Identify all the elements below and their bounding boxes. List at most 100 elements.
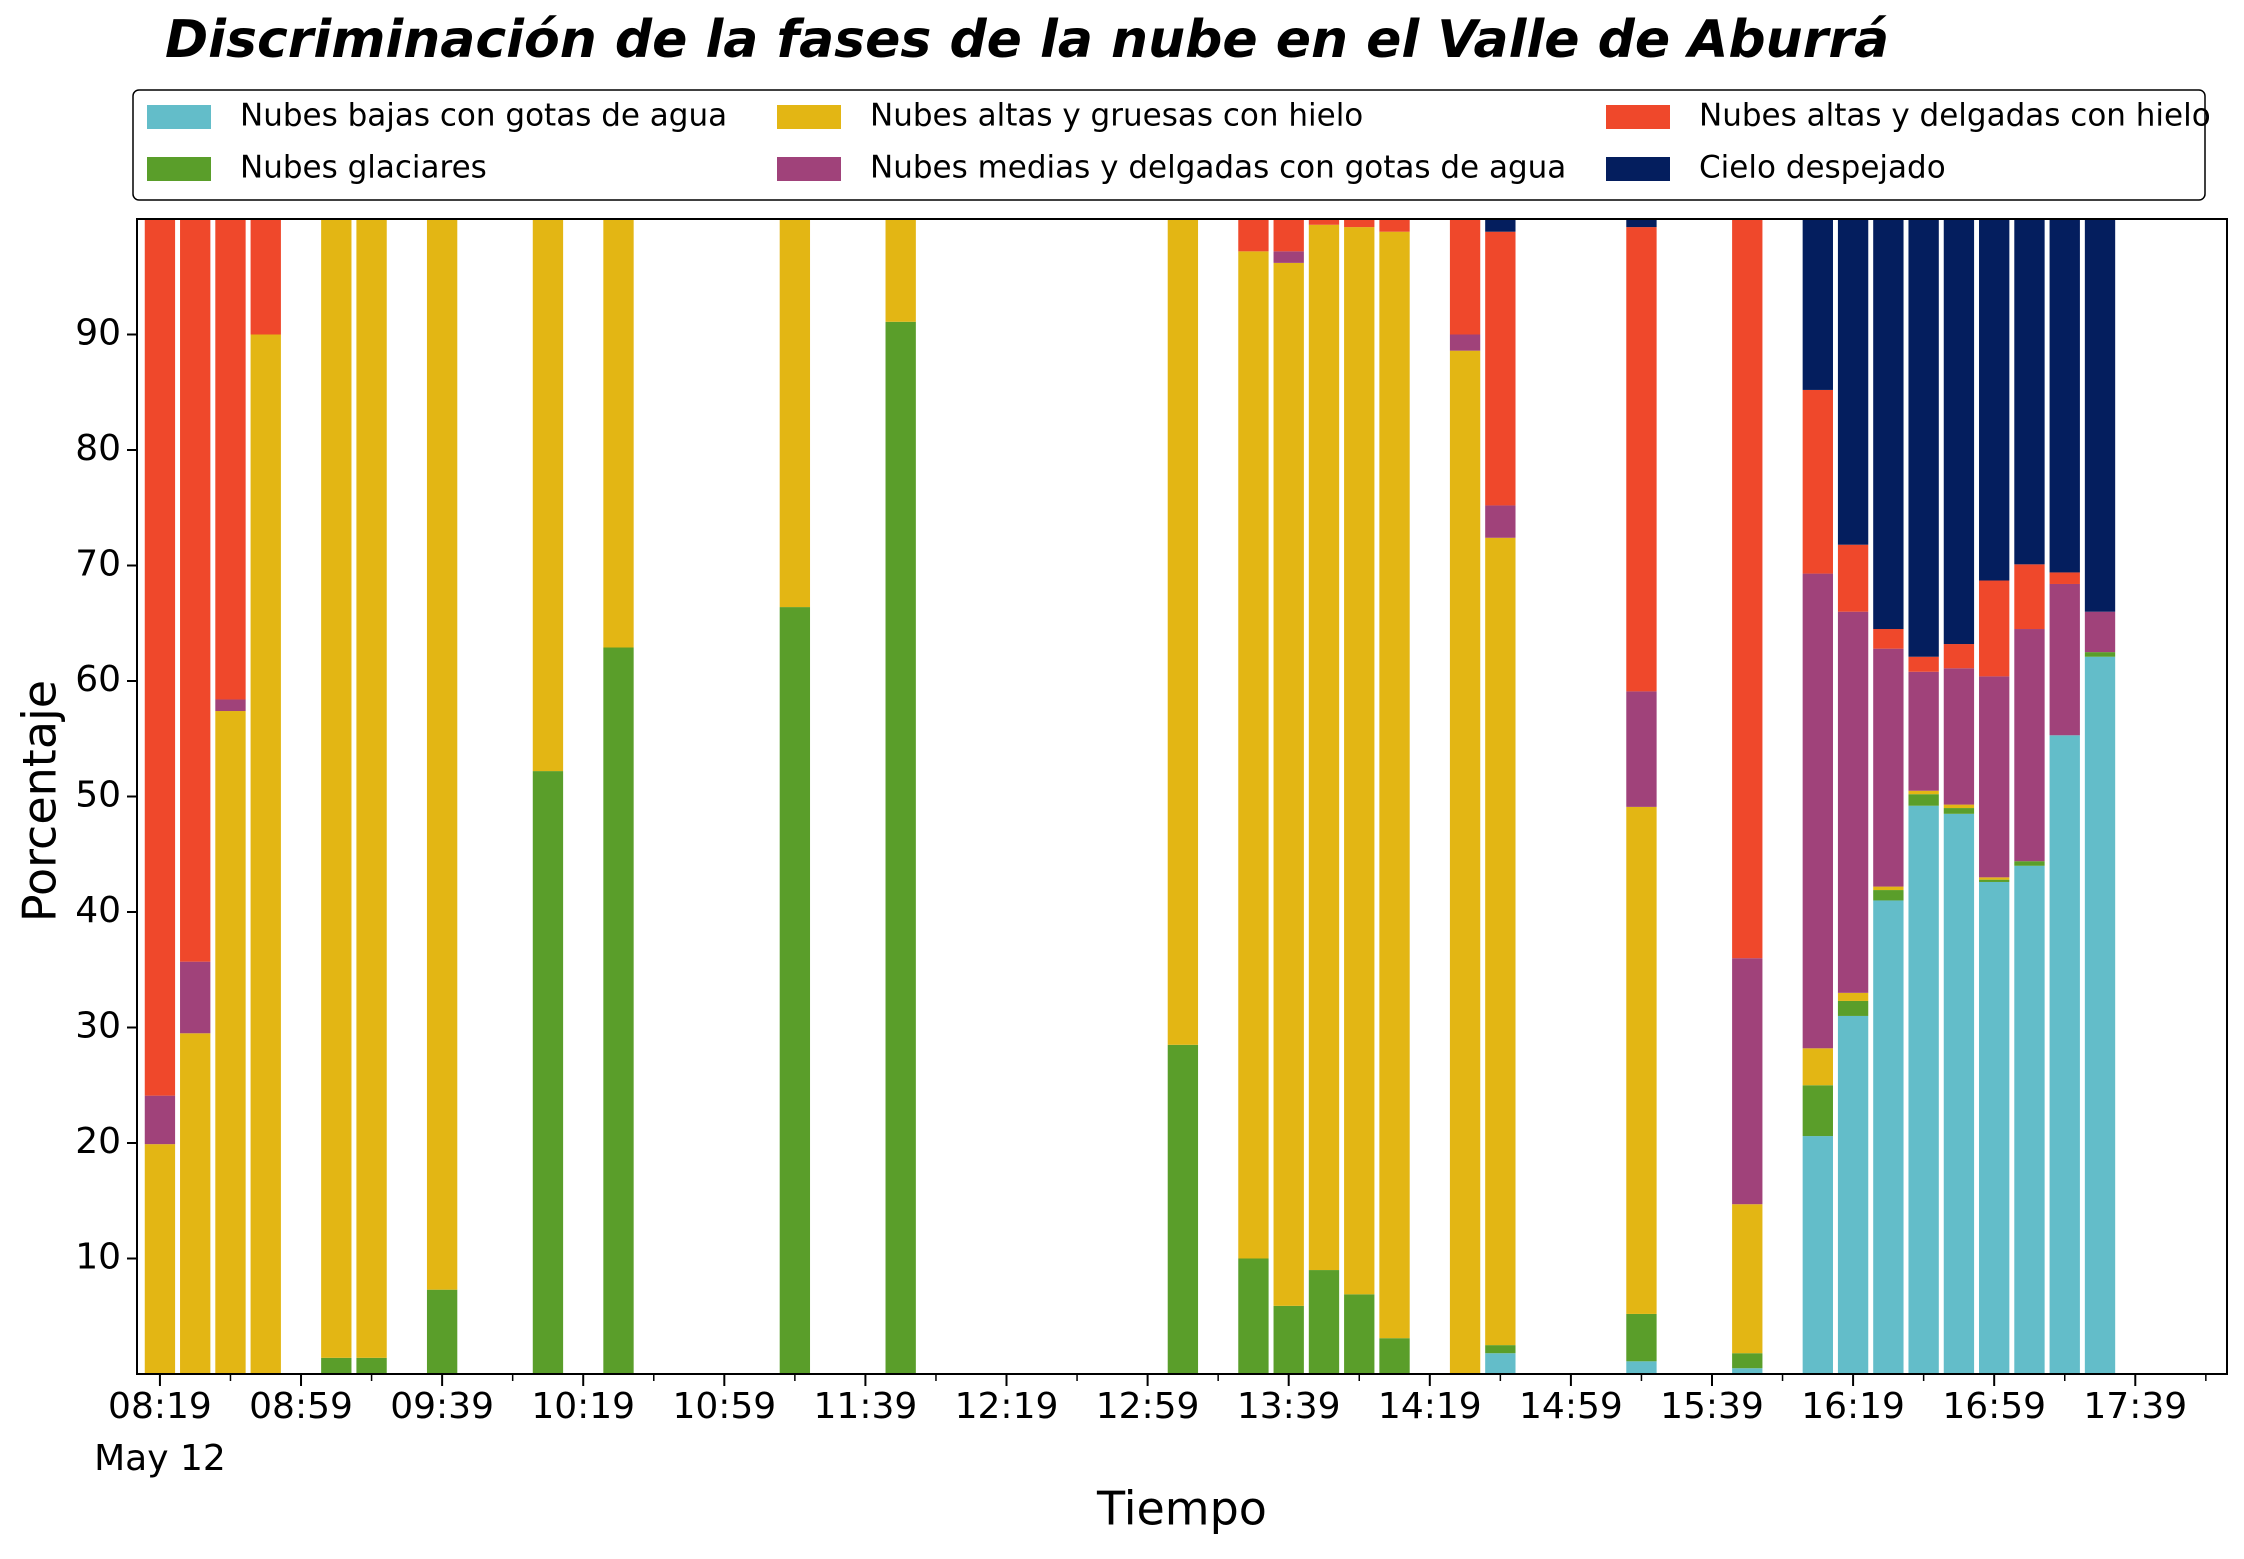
chart-title: Discriminación de la fases de la nube en…	[165, 10, 1889, 70]
bar-segment	[2084, 611, 2116, 653]
bar-segment	[1943, 668, 1975, 805]
bar-segment	[1485, 231, 1516, 506]
bar-segment	[321, 219, 352, 1358]
bar-segment	[1273, 262, 1304, 1306]
y-tick-label: 30	[75, 1006, 121, 1047]
bar-segment	[1485, 219, 1516, 232]
legend-swatch	[1606, 105, 1670, 129]
bar-segment	[1167, 219, 1199, 1045]
bar-segment	[1908, 805, 1939, 1374]
legend-label: Nubes medias y delgadas con gotas de agu…	[870, 150, 1566, 186]
bar-segment	[1238, 251, 1269, 1259]
bar-segment	[885, 219, 916, 322]
bar-segment	[144, 219, 176, 1096]
bar-segment	[1485, 537, 1516, 1346]
date-label: May 12	[94, 1438, 226, 1479]
legend-frame	[132, 89, 2206, 201]
legend-label: Nubes altas y delgadas con hielo	[1699, 98, 2211, 134]
bar-segment	[1837, 611, 1869, 993]
x-tick-label: 16:59	[1942, 1386, 2046, 1427]
bar-segment	[1979, 676, 2010, 878]
y-tick-label: 90	[75, 313, 121, 354]
x-tick-label: 17:39	[2083, 1386, 2187, 1427]
bar-segment	[1943, 644, 1975, 669]
bar-segment	[2014, 861, 2045, 866]
y-tick-label: 70	[75, 544, 121, 585]
bar-segment	[1485, 1345, 1516, 1354]
bar-segment	[1908, 790, 1939, 795]
x-tick-label: 13:39	[1237, 1386, 1341, 1427]
bar-segment	[1344, 219, 1375, 228]
bar-segment	[1626, 1361, 1657, 1374]
bar-segment	[1802, 1085, 1833, 1137]
bar-segment	[1802, 1048, 1833, 1086]
bar-segment	[1449, 350, 1481, 1374]
bar-segment	[1837, 1015, 1869, 1374]
bar-segment	[1732, 1368, 1763, 1374]
bar-segment	[1802, 389, 1833, 574]
bar-segment	[1979, 879, 2010, 882]
bar-segment	[1873, 648, 1904, 887]
bar-segment	[1732, 958, 1763, 1205]
bar-segment	[356, 1357, 387, 1374]
bar-segment	[1943, 219, 1975, 645]
bar-segment	[1943, 813, 1975, 1374]
bar-segment	[144, 1144, 176, 1374]
y-tick-label: 80	[75, 428, 121, 469]
bar-segment	[532, 771, 564, 1374]
legend-label: Nubes bajas con gotas de agua	[240, 98, 727, 134]
bar-segment	[1485, 505, 1516, 538]
y-tick-label: 10	[75, 1237, 121, 1278]
y-tick-label: 60	[75, 659, 121, 700]
bar-segment	[1802, 1136, 1833, 1374]
bar-segment	[180, 1033, 211, 1374]
bar-segment	[1238, 219, 1269, 252]
x-tick-label: 08:19	[108, 1386, 212, 1427]
bar-segment	[1626, 227, 1657, 692]
bar-segment	[1449, 334, 1481, 351]
bar-segment	[2049, 219, 2080, 573]
bar-segment	[1908, 219, 1939, 657]
bar-segment	[1379, 231, 1410, 1339]
bar-segment	[2049, 583, 2080, 736]
bar-segment	[1837, 219, 1869, 545]
x-tick-label: 12:59	[1096, 1386, 1200, 1427]
bar-segment	[1837, 992, 1869, 1001]
x-tick-label: 11:39	[814, 1386, 918, 1427]
bar-segment	[885, 321, 916, 1374]
legend-label: Nubes glaciares	[240, 150, 487, 186]
bar-segment	[2014, 629, 2045, 862]
y-tick-label: 50	[75, 775, 121, 816]
bar-segment	[426, 219, 458, 1290]
bar-segment	[180, 961, 211, 1034]
bar-segment	[215, 219, 246, 700]
bar-segment	[1485, 1353, 1516, 1374]
bar-segment	[1943, 808, 1975, 814]
bar-segment	[2084, 219, 2116, 612]
bar-segment	[1837, 544, 1869, 612]
bar-segment	[1732, 1204, 1763, 1354]
bar-segment	[1626, 691, 1657, 807]
bar-segment	[1273, 251, 1304, 263]
legend-label: Cielo despejado	[1699, 150, 1946, 186]
bar-segment	[1873, 219, 1904, 630]
legend-swatch	[147, 157, 211, 181]
bar-segment	[1626, 219, 1657, 228]
x-tick-label: 10:59	[672, 1386, 776, 1427]
legend-swatch	[777, 105, 841, 129]
bar-segment	[779, 607, 811, 1374]
bar-segment	[1626, 1313, 1657, 1362]
bar-segment	[180, 219, 211, 962]
bar-segment	[1873, 890, 1904, 901]
bar-segment	[1873, 629, 1904, 649]
bar-segment	[1626, 806, 1657, 1314]
legend-swatch	[1606, 157, 1670, 181]
bar-segment	[215, 699, 246, 712]
bar-segment	[1732, 219, 1763, 959]
bar-segment	[2014, 564, 2045, 630]
x-axis-label: Tiempo	[1096, 1482, 1267, 1536]
x-tick-label: 14:59	[1519, 1386, 1623, 1427]
bar-segment	[1908, 656, 1939, 672]
bar-segment	[1908, 671, 1939, 791]
